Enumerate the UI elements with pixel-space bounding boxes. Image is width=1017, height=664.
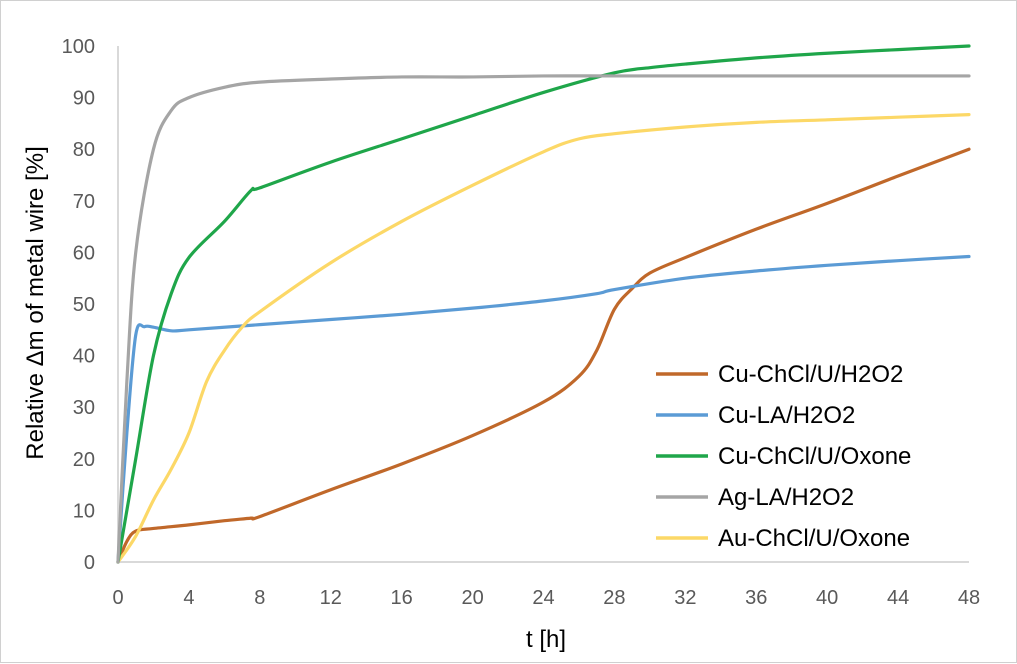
x-tick-label: 0 xyxy=(112,587,123,609)
y-tick-label: 60 xyxy=(73,242,95,264)
series-line-cu-la-h2o2 xyxy=(116,254,971,564)
legend: Cu-ChCl/U/H2O2 Cu-LA/H2O2 Cu-ChCl/U/Oxone A… xyxy=(656,361,911,552)
x-tick-label: 44 xyxy=(887,587,909,609)
legend-label-au-chcl-u-oxone: Au-ChCl/U/Oxone xyxy=(718,525,910,552)
y-tick-label: 90 xyxy=(73,88,95,110)
y-tick-label: 30 xyxy=(73,397,95,419)
x-tick-labels: 0 4 8 12 16 20 24 28 32 36 40 44 48 xyxy=(112,587,980,609)
y-tick-label: 20 xyxy=(73,449,95,471)
y-tick-label: 10 xyxy=(73,500,95,522)
x-axis-title: t [h] xyxy=(526,626,566,653)
legend-label-ag-la-h2o2: Ag-LA/H2O2 xyxy=(718,484,854,511)
x-tick-label: 36 xyxy=(745,587,767,609)
y-tick-label: 50 xyxy=(73,294,95,316)
y-tick-label: 70 xyxy=(73,191,95,213)
y-axis-title: Relative Δm of metal wire [%] xyxy=(22,146,49,459)
x-tick-label: 20 xyxy=(461,587,483,609)
y-tick-labels: 0 10 20 30 40 50 60 70 80 90 100 xyxy=(62,36,95,574)
x-tick-label: 32 xyxy=(674,587,696,609)
x-tick-label: 24 xyxy=(532,587,554,609)
x-tick-label: 16 xyxy=(391,587,413,609)
x-tick-label: 12 xyxy=(320,587,342,609)
y-tick-label: 80 xyxy=(73,139,95,161)
series-line-au-chcl-u-oxone xyxy=(116,113,971,564)
x-tick-label: 48 xyxy=(958,587,980,609)
y-tick-label: 100 xyxy=(62,36,95,58)
x-tick-label: 8 xyxy=(254,587,265,609)
x-tick-label: 28 xyxy=(603,587,625,609)
x-tick-label: 4 xyxy=(183,587,194,609)
axes xyxy=(117,46,969,563)
series-lines xyxy=(116,44,971,564)
legend-label-cu-la-h2o2: Cu-LA/H2O2 xyxy=(718,402,855,429)
series-line-cu-chcl-u-oxone xyxy=(116,44,971,564)
y-tick-label: 40 xyxy=(73,346,95,368)
x-tick-label: 40 xyxy=(816,587,838,609)
legend-label-cu-chcl-u-h2o2: Cu-ChCl/U/H2O2 xyxy=(718,361,903,388)
y-tick-label: 0 xyxy=(84,552,95,574)
legend-label-cu-chcl-u-oxone: Cu-ChCl/U/Oxone xyxy=(718,443,911,470)
series-line-cu-chcl-u-h2o2 xyxy=(116,147,971,564)
series-line-ag-la-h2o2 xyxy=(116,74,971,564)
